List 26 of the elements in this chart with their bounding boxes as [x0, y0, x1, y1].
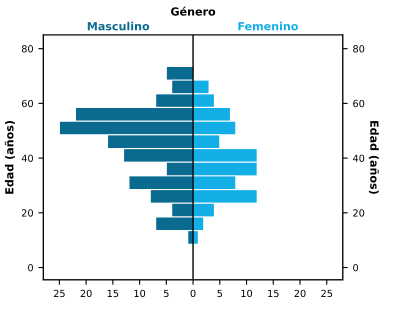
y2-tick-label: 0 [353, 264, 358, 272]
x-tick-label: 10 [134, 290, 146, 298]
y-tick-label: 60 [22, 100, 33, 108]
y-tick-label: 40 [22, 154, 33, 162]
x-tick-label: 5 [217, 290, 222, 298]
y2-tick-label: 80 [353, 45, 364, 52]
y2-tick-label: 60 [353, 100, 364, 108]
x-tick-label: 25 [54, 290, 65, 298]
x-tick-label: 5 [164, 290, 169, 298]
y2-tick-label: 40 [352, 154, 364, 162]
x-tick-label: 20 [80, 290, 92, 298]
text: Masculino [88, 22, 150, 30]
y-tick-label: 0 [28, 264, 33, 272]
y2-tick-label: 20 [353, 209, 364, 217]
x-tick-label: 15 [108, 290, 118, 298]
x-tick-label: 25 [321, 290, 332, 298]
y-axis-title: Edad (años) [4, 121, 15, 194]
y-tick-label: 20 [22, 209, 33, 217]
x-tick-label: 15 [268, 290, 279, 298]
x-tick-label: 10 [241, 290, 252, 298]
y-tick-label: 80 [22, 45, 33, 52]
chart-title: Género [171, 6, 216, 16]
x-tick-label: 20 [294, 290, 306, 298]
y2-axis-title: Edad (años) [368, 121, 379, 194]
x-tick-label: 0 [190, 290, 196, 298]
text: Femenino [238, 22, 298, 30]
